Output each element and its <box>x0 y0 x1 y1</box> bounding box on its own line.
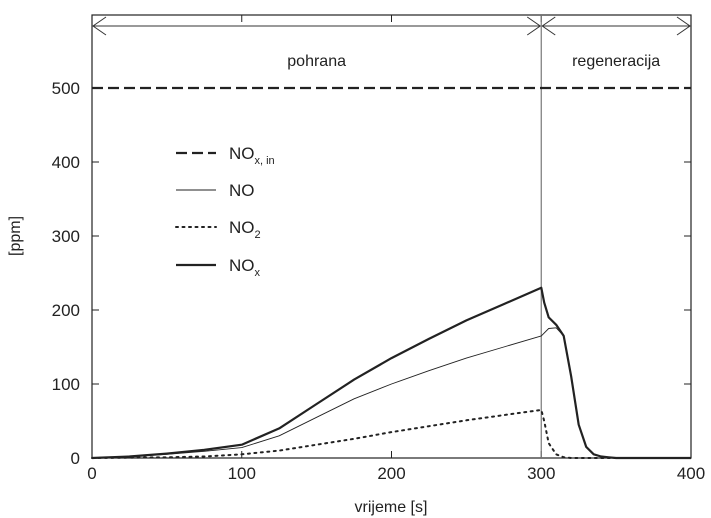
y-tick-label: 400 <box>52 153 80 172</box>
phase-arrowhead-left <box>541 16 556 36</box>
phase-arrowhead-left <box>92 16 107 36</box>
x-tick-label: 200 <box>377 464 405 483</box>
legend-label: NO <box>229 181 255 200</box>
y-tick-label: 500 <box>52 79 80 98</box>
phase-label: pohrana <box>287 53 346 70</box>
y-tick-label: 300 <box>52 227 80 246</box>
y-axis-label: [ppm] <box>7 216 24 256</box>
x-tick-label: 0 <box>87 464 96 483</box>
x-tick-label: 100 <box>228 464 256 483</box>
series-line-nox <box>91 286 691 460</box>
legend: NOx, in NO NO2 NOx <box>175 144 275 279</box>
series-lines <box>91 86 692 460</box>
legend-label: NOx, in <box>229 144 275 167</box>
legend-label: NOx <box>229 256 261 279</box>
x-axis-label: vrijeme [s] <box>355 499 428 516</box>
legend-label: NO2 <box>229 218 261 241</box>
y-tick-label: 100 <box>52 375 80 394</box>
plot-frame <box>91 14 692 459</box>
y-tick-label: 0 <box>71 449 80 468</box>
series-line-no <box>91 327 691 459</box>
phase-arrowhead-right <box>526 16 542 36</box>
phase-label: regeneracija <box>572 53 660 70</box>
x-tick-label: 400 <box>677 464 705 483</box>
axes: 0 100 200 300 400 0 100 200 300 400 500 <box>52 15 705 483</box>
series-line-no2 <box>91 408 692 459</box>
phase-annotations: pohrana regeneracija <box>92 15 691 458</box>
y-tick-label: 200 <box>52 301 80 320</box>
x-tick-label: 300 <box>527 464 555 483</box>
phase-arrowhead-right <box>676 16 691 36</box>
